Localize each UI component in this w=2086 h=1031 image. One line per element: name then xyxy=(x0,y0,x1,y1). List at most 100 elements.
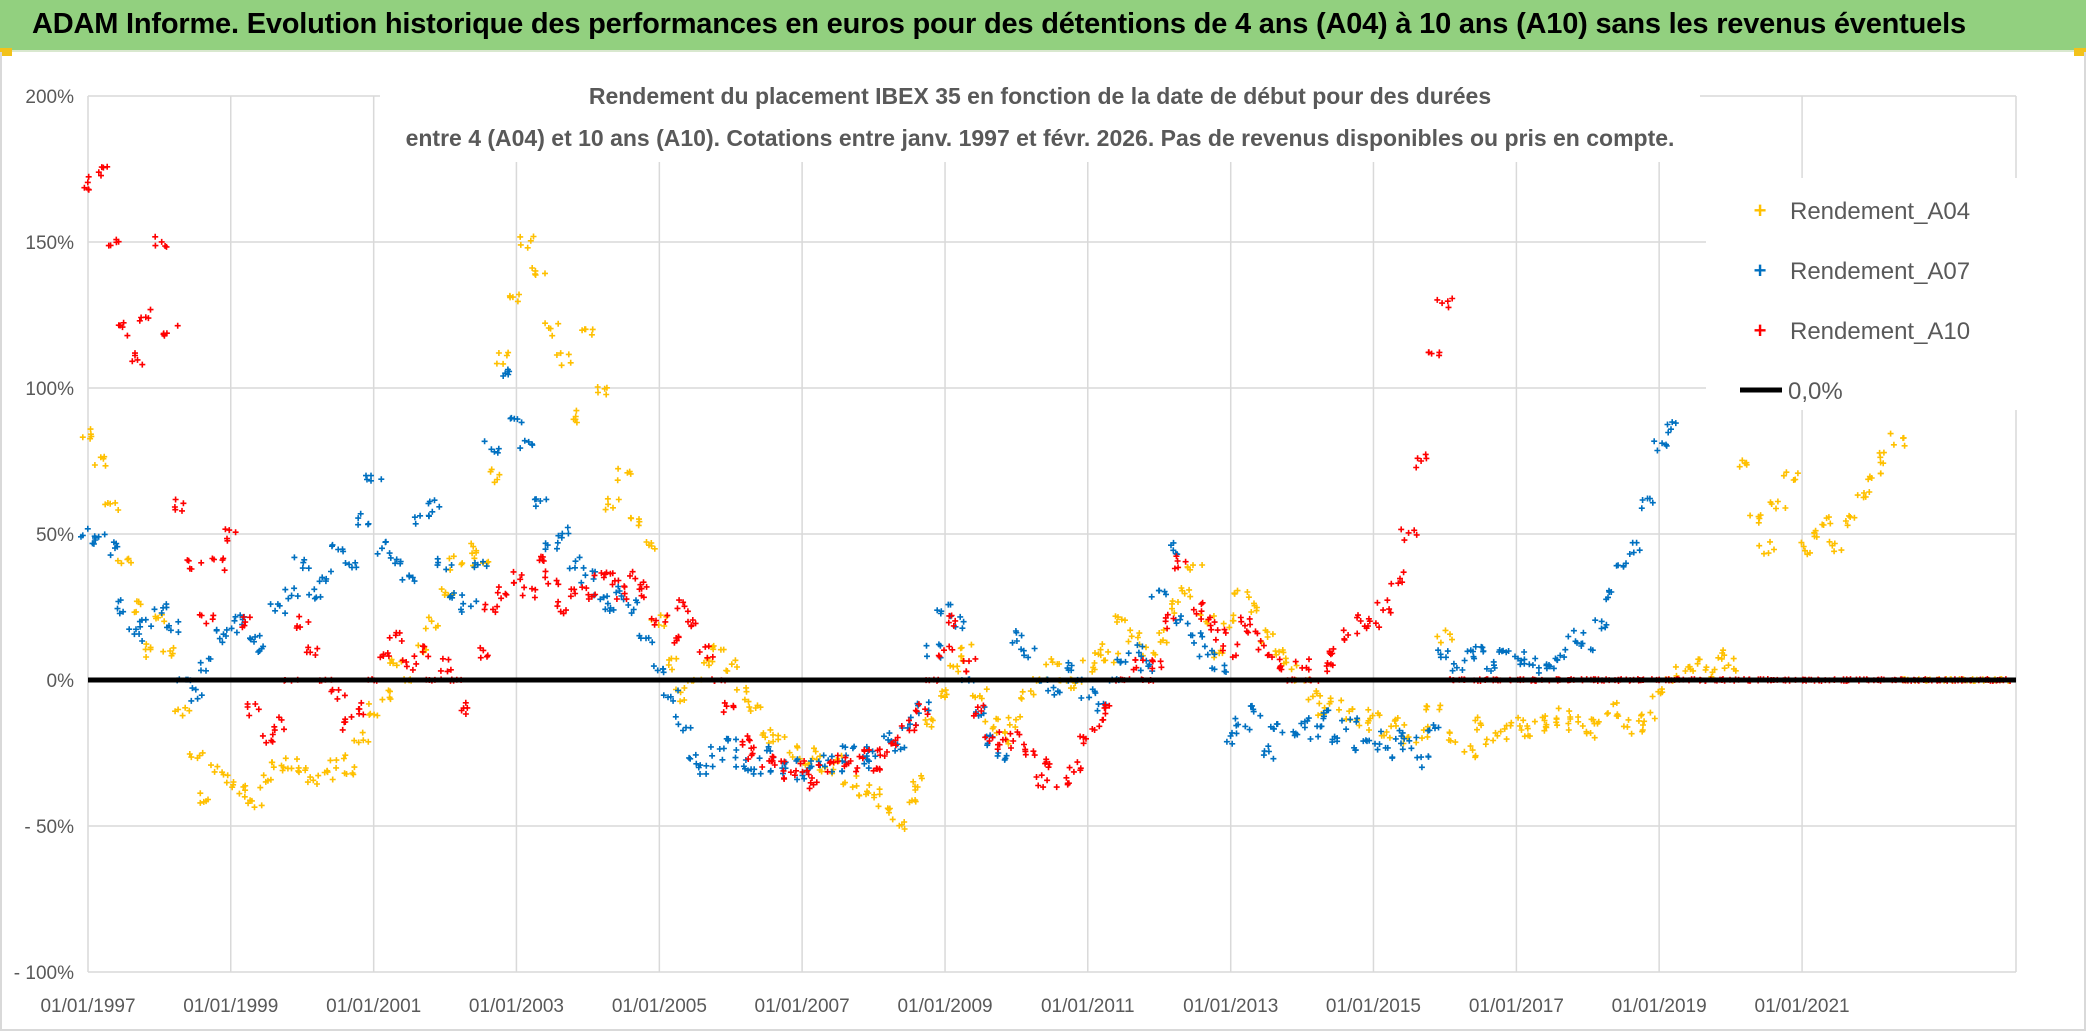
data-point xyxy=(328,686,348,702)
data-point xyxy=(1819,514,1834,528)
data-point xyxy=(1374,597,1394,616)
data-point xyxy=(164,618,182,636)
data-point xyxy=(282,585,301,602)
data-point xyxy=(223,772,237,791)
data-point xyxy=(1168,539,1181,558)
data-point xyxy=(1626,539,1643,557)
data-point xyxy=(707,743,727,763)
data-point xyxy=(1521,723,1533,740)
data-point xyxy=(843,758,861,775)
data-point xyxy=(1320,707,1332,722)
data-point xyxy=(306,586,324,602)
data-point xyxy=(1125,642,1146,660)
data-point xyxy=(102,499,122,513)
data-point xyxy=(945,612,959,629)
y-tick-label: 100% xyxy=(25,379,74,400)
data-point xyxy=(1280,655,1300,673)
data-point xyxy=(1685,656,1703,674)
data-point xyxy=(1162,611,1177,632)
data-point xyxy=(399,572,418,585)
data-point xyxy=(696,643,716,661)
data-point xyxy=(172,704,193,719)
data-point xyxy=(468,540,480,557)
chart-title-background xyxy=(380,76,1700,162)
data-point xyxy=(293,613,312,631)
data-point xyxy=(510,568,525,586)
legend-label-zero: 0,0% xyxy=(1788,378,1843,405)
data-point xyxy=(1339,715,1361,733)
data-point xyxy=(1811,527,1820,540)
data-point xyxy=(89,531,108,547)
data-point xyxy=(257,772,274,791)
data-point xyxy=(255,643,267,655)
data-point xyxy=(863,743,879,763)
data-point xyxy=(602,600,617,614)
data-point xyxy=(660,687,681,704)
data-point xyxy=(1231,587,1252,601)
x-tick-label: 01/01/2007 xyxy=(755,996,850,1017)
data-point xyxy=(493,349,512,367)
data-point xyxy=(1826,538,1845,555)
data-point xyxy=(411,512,432,527)
data-point xyxy=(95,163,111,179)
data-point xyxy=(197,790,211,806)
data-point xyxy=(1362,728,1384,748)
data-point xyxy=(1378,723,1395,741)
data-point xyxy=(648,612,671,628)
data-point xyxy=(1482,729,1501,748)
data-point xyxy=(1267,721,1281,732)
data-point xyxy=(1187,630,1206,646)
data-point xyxy=(723,657,740,674)
legend-item-a07: + Rendement_A07 xyxy=(1754,258,1971,285)
data-point xyxy=(938,687,950,701)
data-point xyxy=(1351,738,1370,754)
data-point xyxy=(1854,489,1873,501)
legend-marker-a10: + xyxy=(1754,318,1767,343)
data-point xyxy=(1018,688,1037,702)
data-point xyxy=(321,767,336,783)
data-point xyxy=(1007,729,1027,748)
data-point xyxy=(507,414,525,426)
data-point xyxy=(922,716,936,730)
data-point xyxy=(840,773,860,791)
data-point xyxy=(1248,600,1260,615)
data-point xyxy=(220,617,240,638)
data-point xyxy=(1865,470,1884,483)
data-point xyxy=(1464,647,1478,662)
data-point xyxy=(1033,772,1051,791)
data-point xyxy=(1078,686,1099,701)
data-point xyxy=(1042,756,1053,771)
data-point xyxy=(1472,643,1487,655)
data-point xyxy=(947,657,966,675)
data-point xyxy=(1614,711,1632,730)
data-point xyxy=(142,641,154,660)
data-point xyxy=(152,233,170,250)
data-point xyxy=(1101,701,1113,717)
data-point xyxy=(1543,655,1559,672)
data-point xyxy=(767,726,788,743)
data-point xyxy=(1232,715,1253,733)
data-point xyxy=(1413,451,1430,471)
data-point xyxy=(114,555,134,567)
data-point xyxy=(636,583,650,601)
data-point xyxy=(1079,657,1098,675)
data-point xyxy=(1483,658,1498,674)
data-point xyxy=(1363,618,1383,632)
series-rendement-a07 xyxy=(78,366,1679,783)
data-point xyxy=(1209,662,1229,675)
data-point xyxy=(1649,686,1666,700)
data-point xyxy=(553,350,574,369)
data-point xyxy=(1603,587,1615,603)
data-point xyxy=(1449,657,1468,674)
data-point xyxy=(960,655,979,675)
x-tick-label: 01/01/1997 xyxy=(40,996,135,1017)
data-point xyxy=(888,734,901,749)
data-point xyxy=(1156,627,1170,646)
data-point xyxy=(1780,469,1801,483)
data-point xyxy=(1651,438,1670,454)
data-point xyxy=(136,306,154,324)
legend-item-a10: + Rendement_A10 xyxy=(1754,318,1971,345)
data-point xyxy=(578,568,599,586)
data-point xyxy=(732,754,749,772)
data-point xyxy=(291,554,312,572)
